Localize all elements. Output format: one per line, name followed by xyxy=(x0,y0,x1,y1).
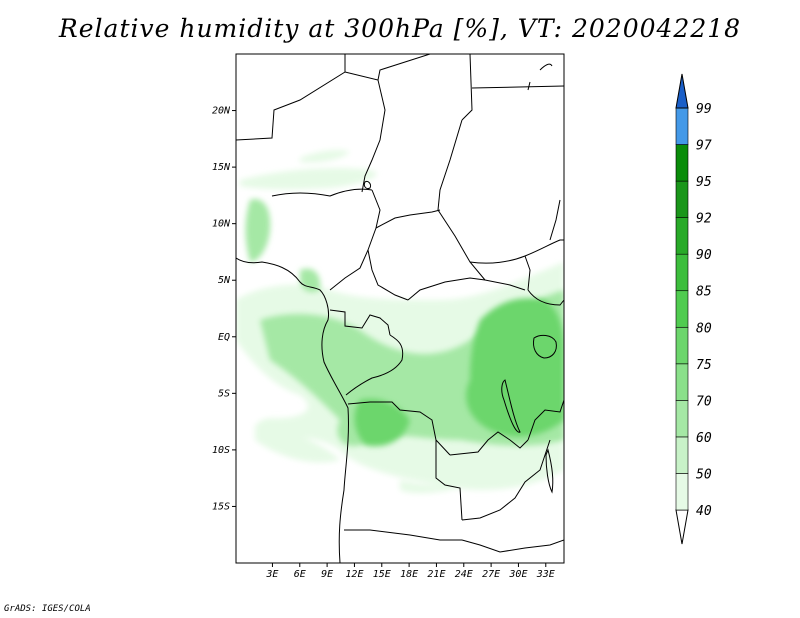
border-uganda xyxy=(527,289,564,306)
colorbar-segment xyxy=(675,253,689,292)
lat-tick-label: 20N xyxy=(212,106,231,117)
colorbar-label: 40 xyxy=(696,504,712,519)
lat-tick-label: 10S xyxy=(212,445,230,456)
lat-tick-label: 10N xyxy=(212,219,231,230)
humidity-patch-sahel xyxy=(240,168,377,190)
colorbar-segment xyxy=(675,107,689,145)
border-nigeria-cameroon xyxy=(329,189,381,291)
lon-tick-label: 15E xyxy=(373,569,391,580)
colorbar-label: 95 xyxy=(696,175,712,190)
lat-tick-label: 15S xyxy=(212,501,230,512)
humidity-core-west xyxy=(245,199,271,262)
colorbar-label: 97 xyxy=(696,139,712,154)
colorbar-segment xyxy=(675,144,689,182)
colorbar-label: 50 xyxy=(696,467,712,482)
humidity-field xyxy=(236,150,564,494)
border-nigeria-north xyxy=(271,188,373,197)
country-borders xyxy=(236,54,564,563)
colorbar-segment xyxy=(675,363,689,401)
lon-tick-label: 30E xyxy=(508,569,527,580)
latitude-axis: 20N 15N 10N 5N EQ 5S 10S 15S xyxy=(212,106,236,512)
lat-tick-label: 15N xyxy=(212,162,231,173)
border-ethiopia xyxy=(549,199,561,241)
colorbar-max-triangle xyxy=(675,73,689,109)
coastline-mediterranean xyxy=(527,63,553,91)
border-algeria-libya xyxy=(377,54,431,81)
colorbar-segment xyxy=(675,217,689,255)
map-title: Relative humidity at 300hPa [%], VT: 202… xyxy=(58,14,742,43)
lon-tick-label: 18E xyxy=(400,569,418,580)
border-mali-niger xyxy=(236,54,346,141)
colorbar-label: 90 xyxy=(696,248,712,263)
border-namibia xyxy=(344,529,462,541)
border-sudan-north xyxy=(471,85,564,89)
border-south-sudan-east xyxy=(524,255,531,291)
colorbar-label: 92 xyxy=(696,212,712,227)
border-congo-drc xyxy=(345,334,404,396)
humidity-patch-north xyxy=(300,150,350,163)
longitude-axis: 3E 6E 9E 12E 15E 18E 21E 24E 27E 30E 33E xyxy=(265,563,555,580)
border-car-cameroon xyxy=(367,249,409,301)
border-tanzania xyxy=(527,399,564,441)
border-chad-sudan xyxy=(437,119,486,281)
border-gabon xyxy=(329,309,391,336)
lon-tick-label: 9E xyxy=(321,569,333,580)
border-drc-zambia xyxy=(449,431,529,456)
colorbar-label: 60 xyxy=(696,431,712,446)
colorbar-segment xyxy=(675,326,689,365)
colorbar-label: 85 xyxy=(696,285,712,300)
border-chad-car xyxy=(375,209,441,229)
lon-tick-label: 21E xyxy=(427,569,445,580)
colorbar-label: 99 xyxy=(696,102,712,117)
colorbar-label: 70 xyxy=(696,394,712,409)
border-zimbabwe xyxy=(461,539,564,553)
lon-tick-label: 27E xyxy=(482,569,500,580)
colorbar-min-triangle xyxy=(675,509,689,545)
border-drc-angola xyxy=(347,401,451,456)
border-zambia-east xyxy=(461,439,551,521)
coastline-west-africa xyxy=(236,257,349,563)
lat-tick-label: 5S xyxy=(218,388,230,399)
lon-tick-label: 33E xyxy=(536,569,555,580)
humidity-max-angola xyxy=(354,398,410,447)
lon-tick-label: 24E xyxy=(455,569,473,580)
lake-victoria xyxy=(533,334,557,359)
grads-credit: GrADS: IGES/COLA xyxy=(4,604,91,614)
plot-frame xyxy=(235,53,565,564)
border-angola-zambia xyxy=(435,440,463,521)
colorbar: 40 50 60 70 75 80 85 90 92 95 97 99 xyxy=(675,73,712,545)
lon-tick-label: 6E xyxy=(294,569,306,580)
colorbar-segment xyxy=(675,436,689,474)
colorbar-segment xyxy=(675,473,689,511)
lon-tick-label: 12E xyxy=(345,569,363,580)
lake-chad xyxy=(363,181,371,189)
humidity-patch-south xyxy=(400,480,470,494)
humidity-patch-southwest xyxy=(255,425,340,463)
lat-tick-label: 5N xyxy=(218,275,231,286)
colorbar-label: 80 xyxy=(696,321,712,336)
lake-malawi xyxy=(545,448,554,494)
humidity-max-great-lakes xyxy=(466,298,564,437)
lat-tick-label: EQ xyxy=(218,332,230,343)
colorbar-segment xyxy=(675,400,689,438)
border-sudan-south xyxy=(469,239,564,264)
border-car-drc xyxy=(407,277,526,301)
humidity-core-guinea xyxy=(300,268,321,292)
border-libya-egypt xyxy=(461,54,473,121)
lake-tanganyika xyxy=(501,379,521,433)
lon-tick-label: 3E xyxy=(265,569,278,580)
colorbar-segment xyxy=(675,180,689,218)
colorbar-label: 75 xyxy=(696,358,712,373)
colorbar-segment xyxy=(675,290,689,328)
